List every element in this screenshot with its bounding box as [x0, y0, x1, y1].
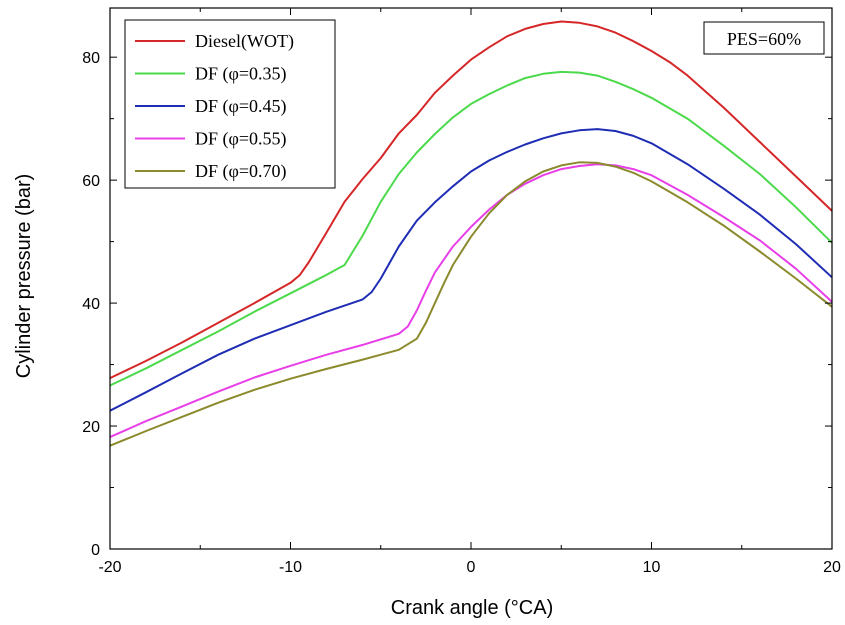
x-axis-title: Crank angle (°CA) [391, 597, 554, 619]
series-line-0 [109, 20, 833, 380]
legend-frame [124, 19, 336, 189]
series-line-3 [109, 163, 833, 439]
legend-label-0: Diesel(WOT) [195, 31, 294, 52]
x-tick-label: -20 [98, 559, 121, 576]
x-tick-label: 20 [823, 559, 841, 576]
axes-layer: -20 -10 0 10 20 0 20 40 60 80 [82, 7, 841, 576]
x-tick-label: 0 [467, 559, 476, 576]
annotation-text: PES=60% [727, 29, 801, 49]
y-tick-label: 60 [82, 173, 100, 190]
legend-label-1: DF (φ=0.35) [195, 64, 287, 85]
legend: Diesel(WOT) DF (φ=0.35) DF (φ=0.45) DF (φ=0… [124, 19, 336, 189]
legend-label-2: DF (φ=0.45) [195, 96, 287, 117]
series-line-2 [109, 128, 833, 412]
legend-label-4: DF (φ=0.70) [195, 161, 287, 182]
plot-layer [109, 20, 833, 447]
x-tick-label: 10 [643, 559, 661, 576]
y-tick-label: 40 [82, 296, 100, 313]
y-axis-title: Cylinder pressure (bar) [13, 174, 35, 379]
series-line-4 [109, 161, 833, 447]
x-tick-label: -10 [279, 559, 302, 576]
legend-label-3: DF (φ=0.55) [195, 129, 287, 150]
y-tick-label: 0 [91, 542, 100, 559]
annotation-frame [703, 21, 825, 55]
y-tick-label: 80 [82, 50, 100, 67]
annotation-box: PES=60% [703, 21, 825, 55]
series-line-1 [109, 70, 833, 387]
y-tick-label: 20 [82, 419, 100, 436]
